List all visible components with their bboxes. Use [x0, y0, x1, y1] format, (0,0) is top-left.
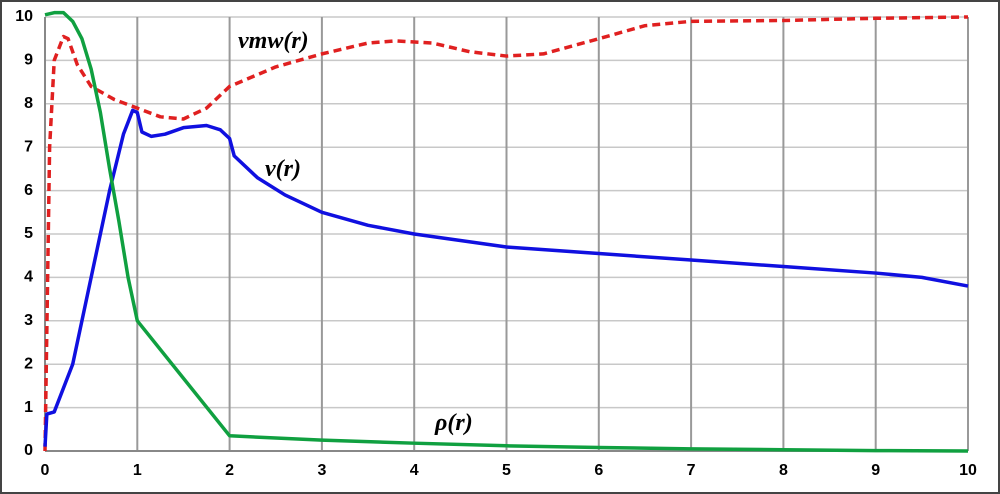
- series-label: vmw(r): [238, 28, 309, 54]
- x-tick-label: 3: [317, 462, 326, 479]
- x-tick-label: 7: [687, 462, 696, 479]
- y-tick-label: 0: [24, 442, 33, 459]
- y-tick-label: 8: [24, 95, 33, 112]
- lines: [43, 10, 969, 453]
- y-tick-label: 5: [24, 225, 33, 242]
- y-tick-label: 10: [15, 8, 33, 25]
- x-tick-label: 0: [41, 462, 50, 479]
- series-line: [43, 108, 969, 447]
- series-label: v(r): [265, 156, 301, 182]
- y-tick-label: 4: [24, 269, 33, 286]
- x-tick-label: 4: [410, 462, 419, 479]
- series-line: [44, 10, 969, 453]
- y-tick-label: 1: [24, 399, 33, 416]
- y-tick-label: 7: [24, 138, 33, 155]
- x-tick-label: 6: [594, 462, 603, 479]
- x-tick-label: 10: [959, 462, 977, 479]
- series-line: [43, 15, 969, 452]
- y-tick-label: 2: [24, 355, 33, 372]
- x-tick-label: 8: [779, 462, 788, 479]
- x-tick-label: 9: [871, 462, 880, 479]
- x-tick-label: 2: [225, 462, 234, 479]
- y-tick-label: 3: [24, 312, 33, 329]
- x-tick-label: 1: [133, 462, 142, 479]
- x-tick-label: 5: [502, 462, 511, 479]
- series-label: ρ(r): [434, 410, 473, 436]
- y-tick-label: 6: [24, 182, 33, 199]
- y-tick-label: 9: [24, 52, 33, 69]
